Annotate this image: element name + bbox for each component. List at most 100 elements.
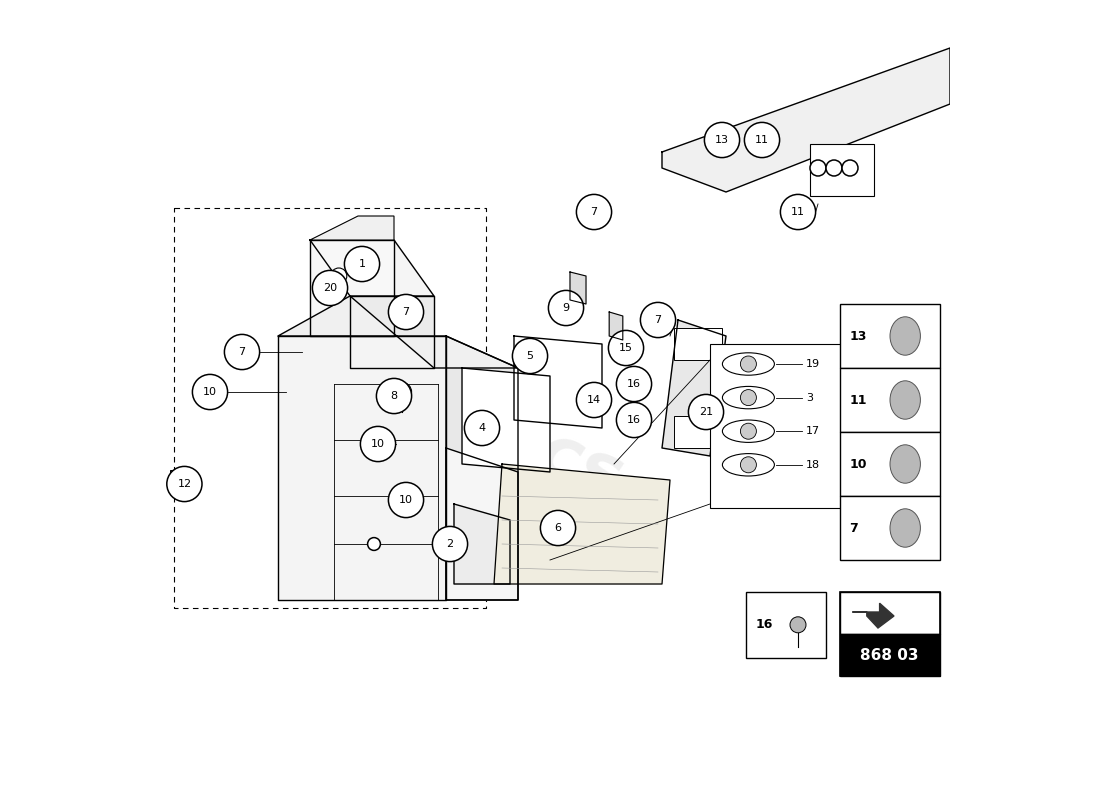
Circle shape <box>224 334 260 370</box>
Bar <box>170 470 192 486</box>
Ellipse shape <box>723 353 774 375</box>
Circle shape <box>376 378 411 414</box>
Text: 21: 21 <box>698 407 713 417</box>
Text: 11: 11 <box>755 135 769 145</box>
Bar <box>839 432 939 496</box>
Bar <box>710 344 850 508</box>
Text: 7: 7 <box>403 307 409 317</box>
Circle shape <box>388 294 424 330</box>
Circle shape <box>810 160 826 176</box>
Circle shape <box>393 382 411 402</box>
Text: 11: 11 <box>849 394 867 406</box>
Ellipse shape <box>890 317 921 355</box>
Bar <box>839 496 939 560</box>
Circle shape <box>540 510 575 546</box>
Bar <box>839 592 939 634</box>
Circle shape <box>780 194 815 230</box>
Text: 10: 10 <box>371 439 385 449</box>
Circle shape <box>616 366 651 402</box>
Text: 16: 16 <box>756 618 773 631</box>
Circle shape <box>513 338 548 374</box>
Ellipse shape <box>723 420 774 442</box>
Text: 3: 3 <box>806 393 813 402</box>
Text: etcspecs: etcspecs <box>276 318 632 514</box>
Circle shape <box>464 410 499 446</box>
Bar <box>839 634 939 676</box>
Circle shape <box>640 302 675 338</box>
Polygon shape <box>278 296 518 368</box>
Text: 15: 15 <box>619 343 632 353</box>
Circle shape <box>361 426 396 462</box>
Polygon shape <box>278 336 446 600</box>
Text: 20: 20 <box>323 283 337 293</box>
Text: 6: 6 <box>554 523 561 533</box>
Bar <box>839 592 939 676</box>
Circle shape <box>740 423 757 439</box>
Text: 13: 13 <box>849 330 867 342</box>
Text: 7: 7 <box>239 347 245 357</box>
Polygon shape <box>446 448 518 600</box>
Polygon shape <box>662 320 726 456</box>
Bar <box>674 416 722 448</box>
Text: 14: 14 <box>587 395 601 405</box>
Bar <box>674 328 722 360</box>
Polygon shape <box>310 240 394 336</box>
Polygon shape <box>570 272 586 304</box>
Polygon shape <box>662 48 950 192</box>
Circle shape <box>608 330 644 366</box>
Circle shape <box>790 617 806 633</box>
Circle shape <box>344 246 380 282</box>
Text: 8: 8 <box>390 391 397 401</box>
Polygon shape <box>462 368 550 472</box>
Circle shape <box>576 194 612 230</box>
Polygon shape <box>446 336 518 600</box>
Circle shape <box>689 394 724 430</box>
Text: 868 03: 868 03 <box>860 647 918 662</box>
Circle shape <box>192 374 228 410</box>
Polygon shape <box>514 336 602 428</box>
Text: 17: 17 <box>806 426 821 436</box>
Bar <box>810 144 875 196</box>
Polygon shape <box>350 296 434 368</box>
Text: 4: 4 <box>478 423 485 433</box>
Circle shape <box>432 526 468 562</box>
Text: 16: 16 <box>627 415 641 425</box>
Text: 7: 7 <box>849 522 858 534</box>
Circle shape <box>576 382 612 418</box>
Text: a passion for parts since 1985: a passion for parts since 1985 <box>326 446 615 578</box>
Polygon shape <box>609 312 623 340</box>
Ellipse shape <box>723 386 774 409</box>
Text: 2: 2 <box>447 539 453 549</box>
Circle shape <box>826 160 842 176</box>
Circle shape <box>167 466 202 502</box>
Polygon shape <box>454 504 510 584</box>
Text: 13: 13 <box>715 135 729 145</box>
Ellipse shape <box>890 509 921 547</box>
Text: 11: 11 <box>791 207 805 217</box>
Text: 19: 19 <box>806 359 821 369</box>
Ellipse shape <box>890 381 921 419</box>
Circle shape <box>367 442 381 454</box>
Ellipse shape <box>723 454 774 476</box>
Circle shape <box>704 122 739 158</box>
Text: 18: 18 <box>806 460 821 470</box>
Polygon shape <box>494 464 670 584</box>
Polygon shape <box>852 603 894 628</box>
Text: 10: 10 <box>204 387 217 397</box>
Bar <box>839 368 939 432</box>
Text: 1: 1 <box>359 259 365 269</box>
Circle shape <box>367 538 381 550</box>
Ellipse shape <box>890 445 921 483</box>
Circle shape <box>740 457 757 473</box>
Polygon shape <box>310 240 435 296</box>
Text: 9: 9 <box>562 303 570 313</box>
Circle shape <box>312 270 348 306</box>
Circle shape <box>388 482 424 518</box>
Text: 7: 7 <box>591 207 597 217</box>
Circle shape <box>740 356 757 372</box>
Text: 12: 12 <box>177 479 191 489</box>
Text: 10: 10 <box>399 495 412 505</box>
Circle shape <box>745 122 780 158</box>
Circle shape <box>740 390 757 406</box>
Circle shape <box>331 268 346 284</box>
